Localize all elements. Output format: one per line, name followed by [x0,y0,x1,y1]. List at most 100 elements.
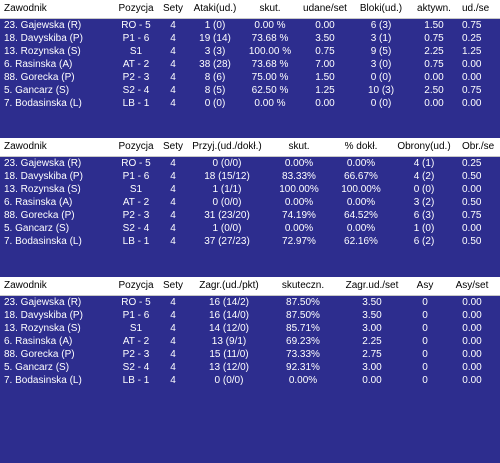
stat-cell: 3 (3) [204,46,226,57]
stat-cell: 4 [170,33,176,44]
stat-cell: 0.00 [462,336,482,347]
stat-cell: 0.00% [288,375,318,386]
stat-cell: 74.19% [282,210,316,221]
stat-cell: 3 (0) [370,59,392,70]
stat-cell: LB - 1 [122,375,150,386]
table-row[interactable]: 5. Gancarz (S) S2 - 4 4 8 (5) 62.50 % 1.25 10 … [0,84,500,97]
stat-cell: S2 - 4 [122,362,150,373]
col-header-position[interactable]: Pozycja [118,141,154,152]
stat-cell: 0.00 [462,297,482,308]
player-name-cell: 5. Gancarz (S) [4,85,70,96]
stat-cell: 0 (0/0) [212,158,242,169]
stat-cell: 4 (1) [413,158,435,169]
player-name-cell: 5. Gancarz (S) [4,362,70,373]
stat-cell: 0.00 [462,349,482,360]
stat-cell: 62.50 % [251,85,289,96]
stat-cell: 0.50 [462,236,482,247]
stat-cell: 8 (6) [204,72,226,83]
col-header-receptions[interactable]: Przyj.(ud./dokł.) [192,141,262,152]
stat-cell: 1 (0) [413,223,435,234]
table-row[interactable]: 23. Gajewska (R) RO - 5 4 1 (0) 0.00 % 0.00 6 … [0,19,500,32]
stat-cell: 4 [170,297,176,308]
col-header-aces-per-set[interactable]: Asy/set [455,280,489,291]
col-header-blocks-per-set[interactable]: ud./se [462,3,490,14]
stat-cell: 87.50% [286,297,320,308]
stat-cell: 85.71% [286,323,320,334]
stat-cell: 3.50 [362,310,382,321]
player-name-cell: 88. Gorecka (P) [4,210,75,221]
stat-cell: 37 (27/23) [204,236,250,247]
table-row[interactable]: 88. Gorecka (P) P2 - 3 4 15 (11/0) 73.33% 2.7… [0,348,500,361]
reception-defence-table: Zawodnik Pozycja Sety Przyj.(ud./dokł.) … [0,138,500,248]
stat-cell: 19 (14) [199,33,231,44]
table-row[interactable]: 18. Davyskiba (P) P1 - 6 4 19 (14) 73.68 % 3.… [0,32,500,45]
stat-cell: 6 (3) [413,210,435,221]
col-header-player[interactable]: Zawodnik [4,280,47,291]
stat-cell: 1 (0) [204,20,226,31]
stat-cell: 0 [422,349,428,360]
stat-cell: 0.75 [315,46,335,57]
col-header-blocks[interactable]: Bloki(ud.) [359,3,403,14]
col-header-position[interactable]: Pozycja [118,280,154,291]
stat-cell: 0.00 [424,98,444,109]
stat-cell: 4 [170,171,176,182]
col-header-serve-efficiency[interactable]: skuteczn. [281,280,325,291]
col-header-attack-efficiency[interactable]: skut. [259,3,281,14]
table-row[interactable]: 5. Gancarz (S) S2 - 4 4 13 (12/0) 92.31% 3.00… [0,361,500,374]
table-row[interactable]: 88. Gorecka (P) P2 - 3 4 31 (23/20) 74.19% 64… [0,209,500,222]
table-row[interactable]: 13. Rozynska (S) S1 4 14 (12/0) 85.71% 3.00 0 0… [0,322,500,335]
table-body: 23. Gajewska (R) RO - 5 4 16 (14/2) 87.50% 3.… [0,296,500,387]
col-header-defences-per-set[interactable]: Obr./se [462,141,495,152]
col-header-serves[interactable]: Zagr.(ud./pkt) [199,280,259,291]
stat-cell: 2.50 [424,85,444,96]
col-header-attacks-per-set[interactable]: udane/set [303,3,347,14]
stat-cell: 0 (0) [204,98,226,109]
stat-cell: RO - 5 [121,297,151,308]
stat-cell: 0.00 [424,72,444,83]
col-header-aces[interactable]: Asy [416,280,434,291]
table-row[interactable]: 6. Rasinska (A) AT - 2 4 13 (9/1) 69.23% 2.25… [0,335,500,348]
stat-cell: 2.75 [362,349,382,360]
stat-cell: 1.25 [462,46,482,57]
table-row[interactable]: 6. Rasinska (A) AT - 2 4 38 (28) 73.68 % 7.00… [0,58,500,71]
stat-cell: 1.50 [315,72,335,83]
table-row[interactable]: 13. Rozynska (S) S1 4 3 (3) 100.00 % 0.75 9 (5… [0,45,500,58]
col-header-serves-per-set[interactable]: Zagr.ud./set [345,280,399,291]
stat-cell: 66.67% [344,171,378,182]
stat-cell: 0.00% [346,223,376,234]
table-row[interactable]: 7. Bodasinska (L) LB - 1 4 0 (0) 0.00 % 0.00 0… [0,97,500,110]
table-row[interactable]: 88. Gorecka (P) P2 - 3 4 8 (6) 75.00 % 1.50 0 … [0,71,500,84]
stat-cell: 3.00 [362,362,382,373]
table-row[interactable]: 7. Bodasinska (L) LB - 1 4 0 (0/0) 0.00% 0.00… [0,374,500,387]
table-row[interactable]: 23. Gajewska (R) RO - 5 4 0 (0/0) 0.00% 0.00%… [0,157,500,170]
col-header-defences[interactable]: Obrony(ud.) [397,141,451,152]
col-header-sets[interactable]: Sety [162,141,183,152]
player-name-cell: 18. Davyskiba (P) [4,171,83,182]
col-header-reception-accuracy[interactable]: % dokł. [344,141,378,152]
table-row[interactable]: 23. Gajewska (R) RO - 5 4 16 (14/2) 87.50% 3.… [0,296,500,309]
table-row[interactable]: 13. Rozynska (S) S1 4 1 (1/1) 100.00% 100.00%… [0,183,500,196]
table-row[interactable]: 18. Davyskiba (P) P1 - 6 4 18 (15/12) 83.33%… [0,170,500,183]
table-row[interactable]: 6. Rasinska (A) AT - 2 4 0 (0/0) 0.00% 0.00% 3… [0,196,500,209]
table-row[interactable]: 7. Bodasinska (L) LB - 1 4 37 (27/23) 72.97%… [0,235,500,248]
col-header-block-activity[interactable]: aktywn. [417,3,451,14]
stat-cell: 0.00% [284,223,314,234]
col-header-attacks[interactable]: Ataki(ud.) [193,3,237,14]
col-header-reception-efficiency[interactable]: skut. [288,141,310,152]
col-header-player[interactable]: Zawodnik [4,3,47,14]
stat-cell: P1 - 6 [122,310,150,321]
col-header-player[interactable]: Zawodnik [4,141,47,152]
stat-cell: 8 (5) [204,85,226,96]
stat-cell: P2 - 3 [122,72,150,83]
stat-cell: 0 (0/0) [212,197,242,208]
table-header: Zawodnik Pozycja Sety Zagr.(ud./pkt) sku… [0,277,500,296]
table-row[interactable]: 5. Gancarz (S) S2 - 4 4 1 (0/0) 0.00% 0.00% 1 … [0,222,500,235]
col-header-sets[interactable]: Sety [162,3,183,14]
stat-cell: 4 [170,375,176,386]
col-header-position[interactable]: Pozycja [118,3,154,14]
stat-cell: 4 [170,59,176,70]
table-row[interactable]: 18. Davyskiba (P) P1 - 6 4 16 (14/0) 87.50% 3… [0,309,500,322]
stat-cell: 4 [170,158,176,169]
col-header-sets[interactable]: Sety [162,280,183,291]
